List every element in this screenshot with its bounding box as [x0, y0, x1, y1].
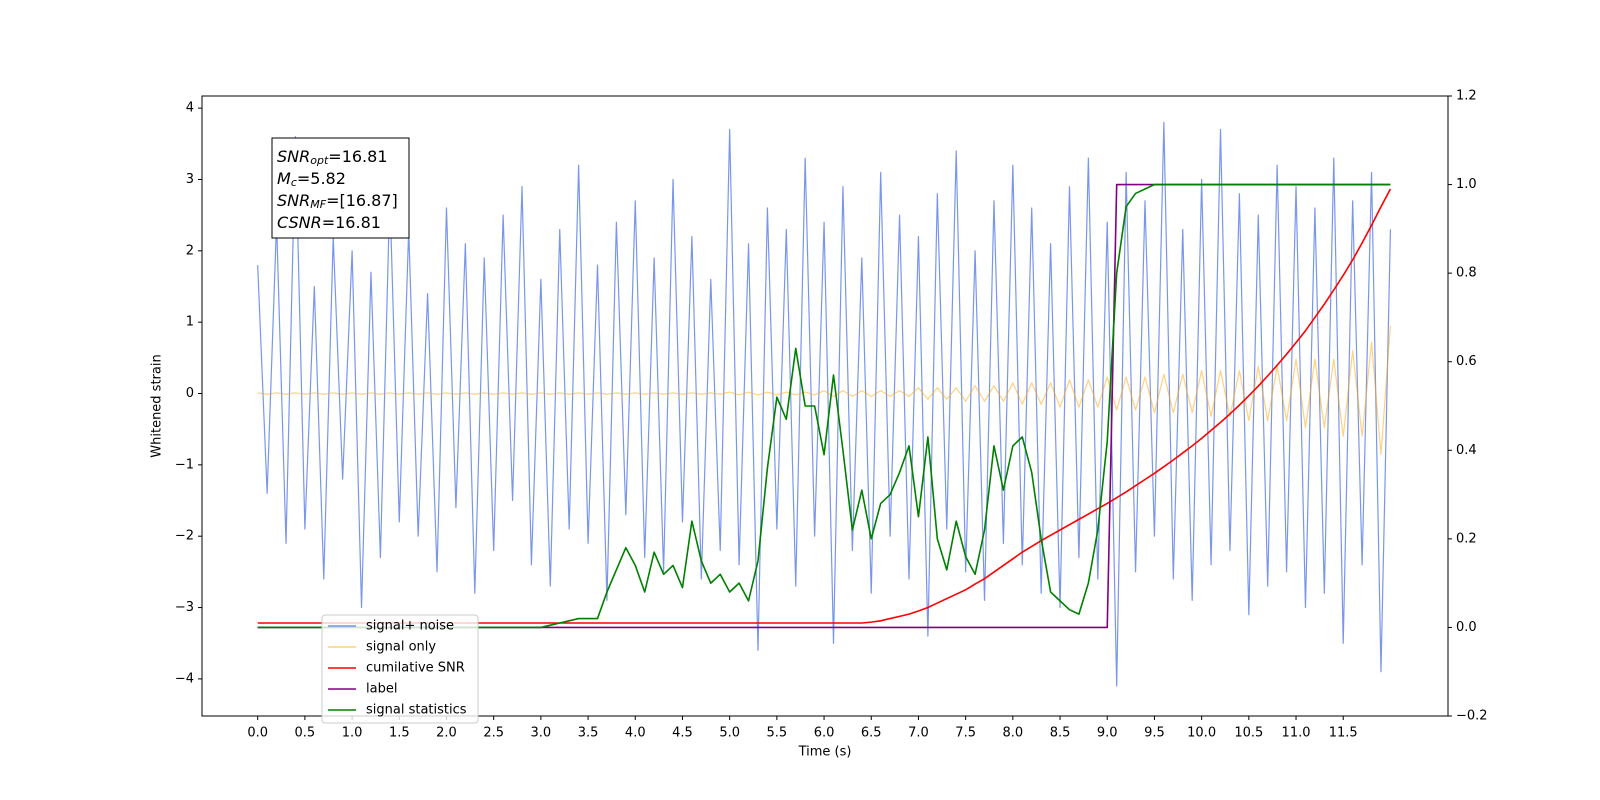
annotation: Mc=5.82 — [277, 169, 346, 190]
y-tick-label: −1 — [175, 457, 194, 472]
y2-tick-label: 1.2 — [1456, 89, 1477, 104]
y2-tick-label: 1.0 — [1456, 177, 1477, 192]
x-tick-label: 5.0 — [719, 726, 740, 741]
x-tick-label: 11.0 — [1282, 726, 1311, 741]
x-tick-label: 11.5 — [1329, 726, 1358, 741]
y-tick-label: −2 — [175, 529, 194, 544]
annotation-symbol: SNR — [277, 147, 310, 166]
x-tick-label: 4.0 — [625, 726, 646, 741]
legend-label: signal+ noise — [366, 619, 454, 634]
annotation: SNRMF=[16.87] — [277, 191, 398, 212]
y2-tick-label: 0.2 — [1456, 531, 1477, 546]
y-tick-label: 1 — [186, 315, 194, 330]
x-tick-label: 3.0 — [531, 726, 552, 741]
y2-tick-label: 0.0 — [1456, 620, 1477, 635]
x-tick-label: 0.0 — [247, 726, 268, 741]
y-tick-label: 4 — [186, 101, 194, 116]
legend: signal+ noise signal only cumilative SNR la… — [321, 614, 479, 724]
y2-tick-label: 0.8 — [1456, 266, 1477, 281]
y-tick-label: 2 — [186, 243, 194, 258]
legend-label: signal only — [366, 640, 436, 655]
x-tick-label: 1.5 — [389, 726, 410, 741]
annotation-symbol: M — [277, 169, 291, 188]
annotation-text: =5.82 — [297, 169, 346, 188]
x-tick-label: 3.5 — [578, 726, 599, 741]
series-line — [257, 121, 1392, 687]
y-tick-label: −3 — [175, 600, 194, 615]
x-tick-label: 1.0 — [342, 726, 363, 741]
legend-label: signal statistics — [366, 703, 467, 718]
x-tick-label: 2.5 — [483, 726, 504, 741]
x-tick-label: 0.5 — [295, 726, 316, 741]
annotation-text: =16.81 — [322, 213, 381, 232]
y-tick-label: 0 — [186, 386, 194, 401]
x-tick-label: 10.0 — [1187, 726, 1216, 741]
annotation-subscript: opt — [310, 154, 329, 167]
x-tick-label: 9.5 — [1144, 726, 1165, 741]
x-tick-label: 2.0 — [436, 726, 457, 741]
annotation-subscript: MF — [310, 198, 326, 211]
y2-tick-label: −0.2 — [1456, 709, 1488, 724]
x-tick-label: 6.5 — [861, 726, 882, 741]
x-tick-label: 5.5 — [767, 726, 788, 741]
x-tick-label: 8.0 — [1003, 726, 1024, 741]
legend-label: cumilative SNR — [366, 661, 465, 676]
annotation-symbol: CSNR — [277, 213, 322, 232]
legend-frame — [321, 614, 479, 724]
series-line — [257, 325, 1392, 455]
y-tick-label: 3 — [186, 172, 194, 187]
legend-label: label — [366, 682, 397, 697]
x-tick-label: 7.0 — [908, 726, 929, 741]
x-tick-label: 4.5 — [672, 726, 693, 741]
x-tick-label: 9.0 — [1097, 726, 1118, 741]
annotation-text: =16.81 — [328, 147, 387, 166]
annotation: CSNR=16.81 — [277, 213, 381, 232]
annotation: SNRopt=16.81 — [277, 147, 388, 168]
annotation-text: =[16.87] — [326, 191, 398, 210]
y-axis-label: Whitened strain — [150, 354, 165, 457]
x-axis-label: Time (s) — [798, 745, 852, 760]
annotation-frame — [271, 137, 410, 239]
axes-frame — [201, 95, 1449, 717]
y2-tick-label: 0.4 — [1456, 443, 1477, 458]
x-tick-label: 10.5 — [1234, 726, 1263, 741]
y-tick-label: −4 — [175, 671, 194, 686]
annotation-box: SNRopt=16.81Mc=5.82SNRMF=[16.87]CSNR=16.… — [271, 137, 410, 239]
annotation-symbol: SNR — [277, 191, 310, 210]
x-tick-label: 6.0 — [814, 726, 835, 741]
x-tick-label: 8.5 — [1050, 726, 1071, 741]
annotation-subscript: c — [291, 176, 297, 189]
x-tick-label: 7.5 — [955, 726, 976, 741]
y2-tick-label: 0.6 — [1456, 354, 1477, 369]
